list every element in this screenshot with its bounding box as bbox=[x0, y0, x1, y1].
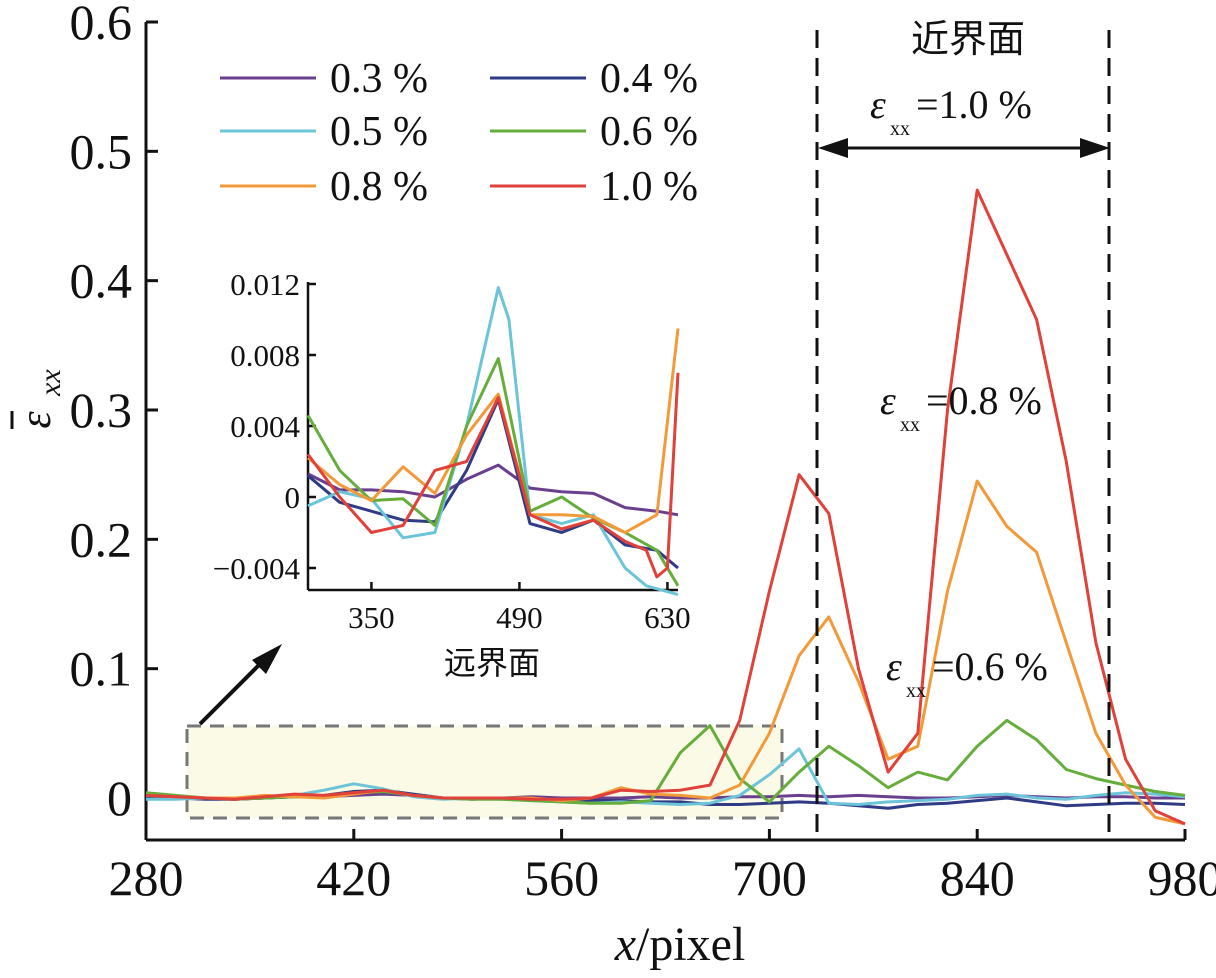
epsilon-symbol: ε bbox=[880, 378, 896, 423]
subscript-xx: xx bbox=[900, 414, 920, 436]
y-tick-label: 0.4 bbox=[70, 253, 133, 309]
inset-series-line bbox=[306, 372, 680, 579]
subscript-xx: xx bbox=[906, 680, 926, 702]
exx-0-6-value: =0.6 % bbox=[932, 644, 1048, 689]
inset-y-tick-label: 0 bbox=[285, 480, 301, 515]
inset-y-tick-label: 0.004 bbox=[230, 409, 300, 444]
legend-label: 0.4 % bbox=[600, 56, 698, 102]
x-axis-label: x/pixel bbox=[614, 918, 746, 971]
inset-series-line bbox=[307, 328, 680, 534]
series-line-10 bbox=[145, 188, 1186, 826]
legend-label: 0.8 % bbox=[330, 164, 428, 210]
legend: 0.3 % 0.4 % 0.5 % 0.6 % 0.8 % 1.0 % bbox=[220, 56, 698, 210]
inset-series bbox=[306, 286, 680, 597]
zoom-arrow-line bbox=[198, 660, 264, 726]
annotation-exx-0-6: ε xx =0.6 % bbox=[886, 644, 1048, 702]
exx-0-8-value: =0.8 % bbox=[926, 378, 1042, 423]
y-tick-label: 0.2 bbox=[70, 511, 133, 567]
x-tick-label: 700 bbox=[732, 850, 807, 906]
series-line-08 bbox=[145, 479, 1186, 826]
legend-label: 1.0 % bbox=[600, 164, 698, 210]
inset-y-tick-label: 0.008 bbox=[230, 338, 300, 373]
y-tick-label: 0 bbox=[107, 770, 132, 826]
inset-x-tick-label: 630 bbox=[644, 600, 691, 635]
epsilon-symbol: ε bbox=[870, 82, 886, 127]
inset-series-line bbox=[307, 463, 679, 517]
inset-x-axis-label: 远界面 bbox=[444, 644, 540, 682]
span-arrow-right-head bbox=[1080, 138, 1110, 158]
legend-label: 0.5 % bbox=[330, 109, 428, 155]
inset-y-tick-label: 0.012 bbox=[230, 267, 300, 302]
y-tick-label: 0.6 bbox=[70, 0, 133, 50]
svg-text:xx: xx bbox=[34, 369, 67, 397]
inset-x-tick-label: 350 bbox=[348, 600, 395, 635]
inset-y-tick-label: −0.004 bbox=[213, 551, 301, 586]
exx-1-0-value: =1.0 % bbox=[916, 82, 1032, 127]
legend-label: 0.3 % bbox=[330, 56, 428, 102]
y-tick-label: 0.3 bbox=[70, 382, 133, 438]
main-series bbox=[145, 188, 1186, 826]
y-axis-label: ε xx bbox=[10, 369, 67, 429]
y-tick-label: 0.5 bbox=[70, 123, 133, 179]
span-arrow-left-head bbox=[818, 138, 848, 158]
series-line-05 bbox=[146, 747, 1186, 806]
near-interface-label: 近界面 bbox=[911, 17, 1025, 61]
x-tick-label: 560 bbox=[524, 850, 599, 906]
inset-series-line bbox=[307, 397, 679, 570]
annotation-exx-1-0: ε xx =1.0 % bbox=[870, 82, 1032, 140]
inset-chart: 350 490 630 0.012 0.008 0.004 0 −0.004 远界面 bbox=[213, 267, 691, 682]
x-tick-label: 420 bbox=[316, 850, 391, 906]
zoom-arrow-head bbox=[252, 644, 282, 674]
inset-series-line bbox=[307, 286, 679, 597]
y-tick-label: 0.1 bbox=[70, 641, 133, 697]
inset-ticks: 350 490 630 0.012 0.008 0.004 0 −0.004 bbox=[213, 267, 691, 635]
x-tick-label: 840 bbox=[940, 850, 1015, 906]
subscript-xx: xx bbox=[890, 118, 910, 140]
x-tick-label: 280 bbox=[109, 850, 184, 906]
x-tick-label: 980 bbox=[1148, 850, 1216, 906]
legend-label: 0.6 % bbox=[600, 109, 698, 155]
epsilon-symbol: ε bbox=[886, 644, 902, 689]
inset-x-tick-label: 490 bbox=[496, 600, 543, 635]
inset-series-line bbox=[306, 357, 680, 587]
main-ticks: 280 420 560 700 840 980 0 0.1 0.2 0.3 0.4 0.5 0.6 bbox=[70, 0, 1216, 906]
main-axes bbox=[144, 22, 1185, 842]
annotation-exx-0-8: ε xx =0.8 % bbox=[880, 378, 1042, 436]
svg-text:ε: ε bbox=[11, 411, 60, 429]
